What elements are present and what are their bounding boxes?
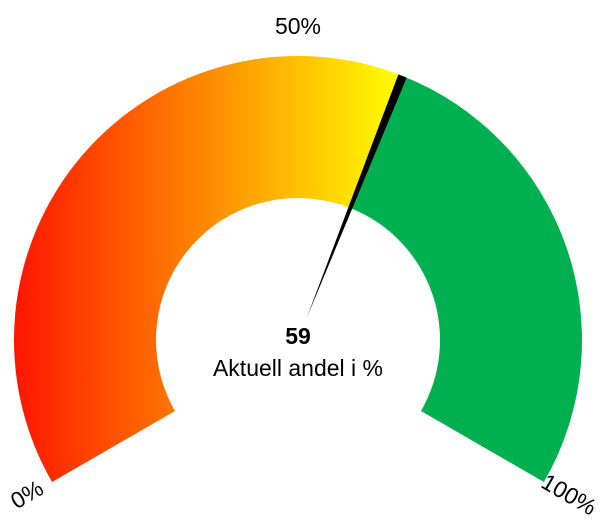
value-caption: Aktuell andel i % (213, 355, 383, 381)
needle (306, 74, 407, 318)
tick-label: 50% (275, 13, 321, 39)
gauge-fill (14, 56, 403, 483)
tick-label: 0% (6, 475, 48, 514)
gauge-remainder (350, 75, 582, 482)
value-text: 59 (285, 323, 311, 349)
tick-label: 100% (537, 468, 601, 520)
